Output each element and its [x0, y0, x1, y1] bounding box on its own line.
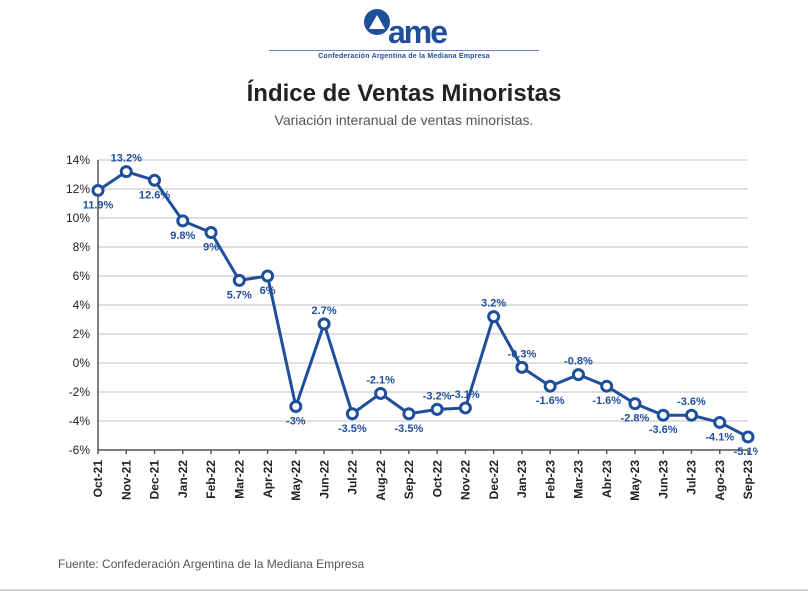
- x-tick-label: Ago-23: [713, 460, 727, 501]
- data-label: 3.2%: [481, 298, 506, 310]
- x-tick-label: Aug-22: [374, 460, 388, 501]
- data-label: 11.9%: [83, 199, 114, 211]
- line-chart: -6% -4% -2% 0% 2% 4% 6% 8% 10% 12% 14% Oct-21 Nov-21…: [58, 150, 758, 500]
- data-point: [715, 417, 725, 427]
- y-tick-label: -4%: [69, 414, 91, 428]
- logo-separator: [269, 50, 539, 51]
- data-point: [376, 388, 386, 398]
- y-tick-label: 12%: [66, 182, 90, 196]
- data-label: 13.2%: [111, 153, 142, 165]
- x-tick-label: Jul-22: [346, 460, 360, 495]
- data-point: [573, 370, 583, 380]
- data-label: -3.5%: [338, 423, 367, 435]
- data-label: -0.8%: [564, 356, 593, 368]
- x-tick-label: Dec-21: [148, 460, 162, 500]
- data-label: 9.8%: [170, 230, 195, 242]
- data-point: [347, 409, 357, 419]
- logo-disc-icon: [364, 9, 390, 35]
- x-tick-label: Jul-23: [685, 460, 699, 495]
- x-tick-label: Dec-22: [487, 460, 501, 500]
- data-point: [743, 432, 753, 442]
- data-point: [93, 185, 103, 195]
- data-label: -2.8%: [621, 413, 650, 425]
- data-point: [263, 271, 273, 281]
- data-point: [291, 402, 301, 412]
- y-tick-label: 14%: [66, 153, 90, 167]
- data-point: [234, 275, 244, 285]
- data-label: 6%: [260, 285, 276, 297]
- data-label: -4.1%: [705, 431, 734, 443]
- logo-mark: ame: [362, 18, 446, 47]
- y-tick-label: 6%: [73, 269, 91, 283]
- data-point: [602, 381, 612, 391]
- x-tick-label: Oct-22: [430, 460, 444, 498]
- data-label: -3.6%: [649, 424, 678, 436]
- data-point: [517, 362, 527, 372]
- logo: ame Confederación Argentina de la Median…: [0, 18, 808, 60]
- x-tick-label: Abr-23: [600, 460, 614, 498]
- x-tick-label: May-23: [628, 460, 642, 501]
- y-tick-label: 10%: [66, 211, 90, 225]
- logo-subtitle: Confederación Argentina de la Mediana Em…: [0, 53, 808, 60]
- x-tick-label: Sep-23: [741, 460, 755, 500]
- x-tick-label: Jun-23: [656, 460, 670, 499]
- data-point: [319, 319, 329, 329]
- x-tick-label: Nov-21: [119, 460, 133, 500]
- data-label: -3.2%: [423, 390, 452, 402]
- data-label: -3.6%: [677, 396, 706, 408]
- x-tick-label: Mar-23: [572, 460, 586, 499]
- data-label: 2.7%: [312, 305, 337, 317]
- data-point: [460, 403, 470, 413]
- data-point: [686, 410, 696, 420]
- data-label: -1.6%: [536, 395, 565, 407]
- y-tick-label: 8%: [73, 240, 91, 254]
- data-point: [178, 216, 188, 226]
- data-label: 5.7%: [227, 289, 252, 301]
- chart-source: Fuente: Confederación Argentina de la Me…: [58, 557, 364, 571]
- data-label: -3.1%: [451, 389, 480, 401]
- x-tick-label: May-22: [289, 460, 303, 501]
- y-tick-label: 2%: [73, 327, 91, 341]
- x-tick-label: Mar-22: [233, 460, 247, 499]
- y-tick-label: 0%: [73, 356, 91, 370]
- x-tick-label: Jan-22: [176, 460, 190, 498]
- chart-svg: -6% -4% -2% 0% 2% 4% 6% 8% 10% 12% 14% Oct-21 Nov-21…: [58, 150, 758, 530]
- data-label: -3%: [286, 416, 306, 428]
- y-tick-label: -2%: [69, 385, 91, 399]
- data-point: [121, 167, 131, 177]
- data-point: [432, 404, 442, 414]
- x-tick-label: Jan-23: [515, 460, 529, 498]
- data-point: [404, 409, 414, 419]
- data-label: -2.1%: [366, 374, 395, 386]
- data-point: [630, 399, 640, 409]
- data-point: [658, 410, 668, 420]
- data-point: [489, 312, 499, 322]
- data-point: [545, 381, 555, 391]
- chart-title: Índice de Ventas Minoristas: [0, 80, 808, 108]
- data-label: -0.3%: [508, 348, 537, 360]
- x-tick-label: Jun-22: [317, 460, 331, 499]
- x-tick-label: Oct-21: [91, 460, 105, 498]
- x-tick-label: Feb-22: [204, 460, 218, 499]
- data-point: [150, 175, 160, 185]
- x-tick-label: Sep-22: [402, 460, 416, 500]
- data-label: -5.1%: [734, 446, 758, 458]
- chart-page: ame Confederación Argentina de la Median…: [0, 0, 808, 591]
- logo-letter: ame: [388, 18, 446, 47]
- y-tick-label: -6%: [69, 443, 91, 457]
- y-tick-label: 4%: [73, 298, 91, 312]
- data-point: [206, 228, 216, 238]
- x-tick-label: Apr-22: [261, 460, 275, 498]
- x-tick-label: Feb-23: [543, 460, 557, 499]
- data-label: -1.6%: [592, 395, 621, 407]
- x-tick-label: Nov-22: [459, 460, 473, 500]
- data-label: 12.6%: [139, 189, 170, 201]
- data-label: 9%: [203, 242, 219, 254]
- chart-subtitle: Variación interanual de ventas minorista…: [0, 112, 808, 128]
- data-label: -3.5%: [394, 423, 423, 435]
